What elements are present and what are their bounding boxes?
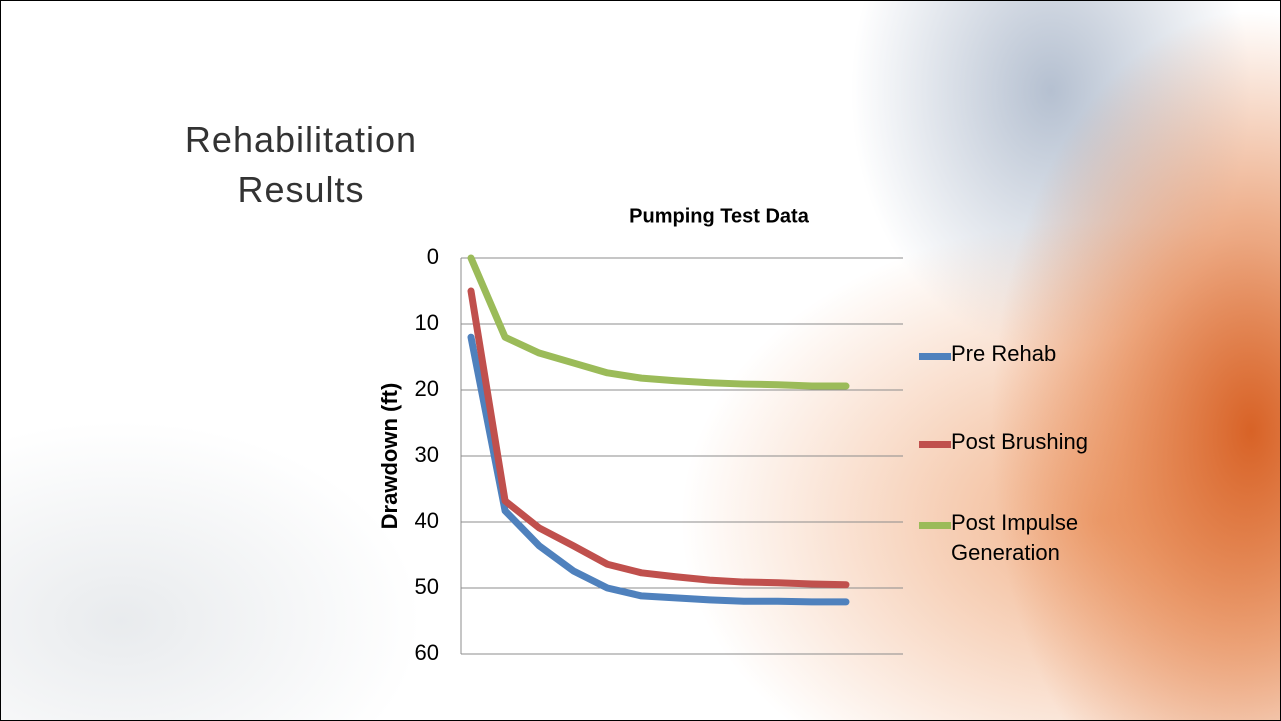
legend-item: Pre Rehab (919, 339, 1129, 369)
y-tick-label: 20 (415, 376, 439, 401)
legend-label: Pre Rehab (951, 339, 1131, 369)
data-line (471, 258, 846, 386)
legend-label: Post Brushing (951, 427, 1131, 457)
y-tick-label: 40 (415, 508, 439, 533)
y-tick-label: 30 (415, 442, 439, 467)
y-tick-label: 50 (415, 574, 439, 599)
legend-swatch (919, 353, 951, 360)
y-tick-label: 10 (415, 310, 439, 335)
legend-item: Post Brushing (919, 427, 1129, 457)
slide: Rehabilitation Results Pumping Test Data… (0, 0, 1281, 721)
legend-item: Post Impulse Generation (919, 508, 1129, 568)
y-tick-label: 0 (427, 244, 439, 269)
y-tick-label: 60 (415, 640, 439, 665)
chart-title: Pumping Test Data (629, 205, 810, 227)
legend-swatch (919, 522, 951, 529)
data-line (471, 291, 846, 585)
legend-swatch (919, 441, 951, 448)
legend-label: Post Impulse Generation (951, 508, 1131, 568)
y-axis-label: Drawdown (ft) (377, 383, 402, 530)
